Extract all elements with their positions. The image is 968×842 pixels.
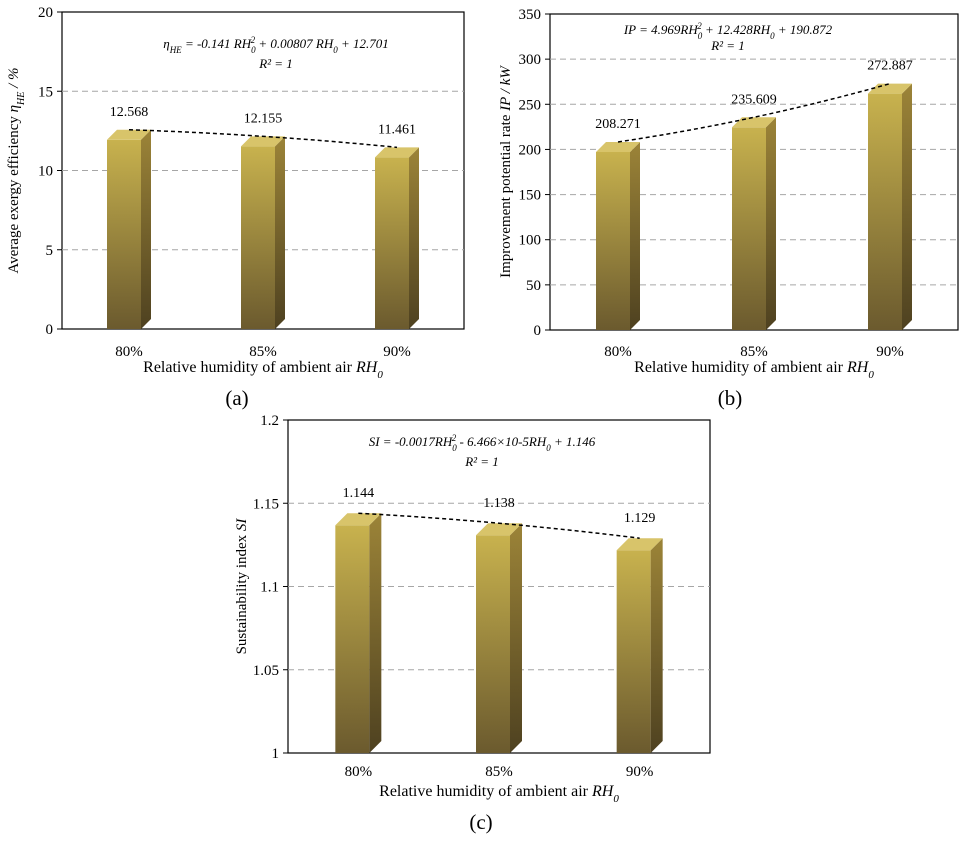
y-tick-label: 1.15 xyxy=(253,496,279,512)
y-tick-label: 1 xyxy=(272,746,280,762)
y-tick-label: 1.1 xyxy=(260,580,279,596)
y-tick-label: 0 xyxy=(46,322,54,338)
fit-equation: SI = -0.0017RH02 - 6.466×10-5RH0 + 1.146 xyxy=(369,433,596,453)
data-label: 1.138 xyxy=(483,496,515,511)
bar xyxy=(596,141,640,330)
bar-side xyxy=(141,129,151,329)
bar xyxy=(616,538,663,753)
y-axis-label: Sustainability index SI xyxy=(234,518,250,655)
bar-side xyxy=(275,136,285,329)
y-tick-label: 200 xyxy=(519,142,542,158)
y-tick-label: 20 xyxy=(38,5,53,21)
bar xyxy=(241,136,285,329)
x-tick-label: 85% xyxy=(249,344,277,360)
bar-side xyxy=(409,147,419,329)
bar-top xyxy=(335,513,382,526)
bar-side xyxy=(369,513,382,753)
bar-front xyxy=(732,127,766,330)
bar-front xyxy=(375,157,409,329)
bar xyxy=(476,523,522,753)
chart-panel-c: 1 1.05 1.1 1.15 1.2 1.144 80% 1.138 85% 1.129 90% S… xyxy=(228,412,728,805)
panel-label-c: (c) xyxy=(469,810,493,834)
bar-top xyxy=(241,136,285,147)
x-tick-label: 90% xyxy=(383,344,411,360)
y-axis-label: Improvement potential rate IP / kW xyxy=(498,65,514,278)
y-tick-label: 10 xyxy=(38,164,53,180)
panel-label-a: (a) xyxy=(225,386,249,410)
x-axis-label: Relative humidity of ambient air RH0 xyxy=(634,359,874,381)
data-label: 11.461 xyxy=(378,122,416,137)
x-tick-label: 85% xyxy=(485,764,513,780)
r-squared: R² = 1 xyxy=(464,454,499,469)
y-tick-label: 1.05 xyxy=(253,663,279,679)
trend-line xyxy=(358,512,640,539)
chart-a: 0 5 10 15 20 12.568 80% 12.155 85% 11.461 90% ηHE =… xyxy=(6,5,465,381)
bar-side xyxy=(650,538,663,753)
chart-panel-a: 0 5 10 15 20 12.568 80% 12.155 85% 11.461 90% ηHE =… xyxy=(0,0,480,381)
y-tick-label: 50 xyxy=(526,278,541,294)
x-tick-label: 80% xyxy=(345,764,373,780)
x-tick-label: 85% xyxy=(740,344,768,360)
chart-b: 0 50 100 150 200 250 300 350 208.271 80% 235.609 85… xyxy=(498,7,959,381)
y-tick-label: 5 xyxy=(46,243,54,259)
fit-equation: ηHE = -0.141 RH02 + 0.00807 RH0 + 12.701 xyxy=(163,35,389,55)
bar-top xyxy=(375,147,419,158)
bar-top xyxy=(107,129,151,140)
r-squared: R² = 1 xyxy=(710,38,745,53)
data-label: 1.144 xyxy=(343,486,375,501)
y-tick-label: 1.2 xyxy=(260,413,279,429)
bar-side xyxy=(766,117,776,330)
y-tick-label: 150 xyxy=(519,188,542,204)
trend-line xyxy=(617,82,891,143)
bar-front xyxy=(868,93,902,330)
x-tick-label: 80% xyxy=(604,344,632,360)
bar-top xyxy=(476,523,522,536)
data-label: 208.271 xyxy=(595,117,641,132)
bar-front xyxy=(335,525,370,753)
bar xyxy=(868,83,912,330)
bar-top xyxy=(596,141,640,152)
y-tick-label: 15 xyxy=(38,84,53,100)
data-label: 12.155 xyxy=(244,111,283,126)
x-tick-label: 80% xyxy=(115,344,143,360)
data-label: 272.887 xyxy=(867,59,913,74)
bar-top xyxy=(616,538,663,551)
chart-panel-b: 0 50 100 150 200 250 300 350 208.271 80% 235.609 85… xyxy=(492,0,968,381)
bar-side xyxy=(630,141,640,330)
bar xyxy=(375,147,419,329)
data-label: 1.129 xyxy=(624,511,656,526)
chart-c: 1 1.05 1.1 1.15 1.2 1.144 80% 1.138 85% 1.129 90% S… xyxy=(234,413,711,805)
x-tick-label: 90% xyxy=(876,344,904,360)
bar-front xyxy=(107,139,141,329)
y-tick-label: 100 xyxy=(519,233,542,249)
bar-front xyxy=(241,146,275,329)
x-axis-label: Relative humidity of ambient air RH0 xyxy=(143,359,383,381)
data-label: 12.568 xyxy=(110,105,149,120)
x-tick-label: 90% xyxy=(626,764,654,780)
data-label: 235.609 xyxy=(731,92,777,107)
x-axis-label: Relative humidity of ambient air RH0 xyxy=(379,783,619,805)
bar xyxy=(732,117,776,330)
y-tick-label: 300 xyxy=(519,52,542,68)
y-tick-label: 0 xyxy=(534,323,542,339)
r-squared: R² = 1 xyxy=(258,56,293,71)
bar-front xyxy=(616,550,651,753)
bar-side xyxy=(510,523,522,753)
panel-label-b: (b) xyxy=(717,386,743,410)
bar xyxy=(107,129,151,329)
bar xyxy=(335,513,382,753)
bar-front xyxy=(596,151,630,330)
y-tick-label: 350 xyxy=(519,7,542,23)
y-axis-label: Average exergy efficiency ηHE / % xyxy=(6,67,27,273)
trend-line xyxy=(128,129,398,149)
bar-front xyxy=(476,535,510,753)
bar-side xyxy=(902,83,912,330)
y-tick-label: 250 xyxy=(519,97,542,113)
fit-equation: IP = 4.969RH02 + 12.428RH0 + 190.872 xyxy=(623,21,833,41)
